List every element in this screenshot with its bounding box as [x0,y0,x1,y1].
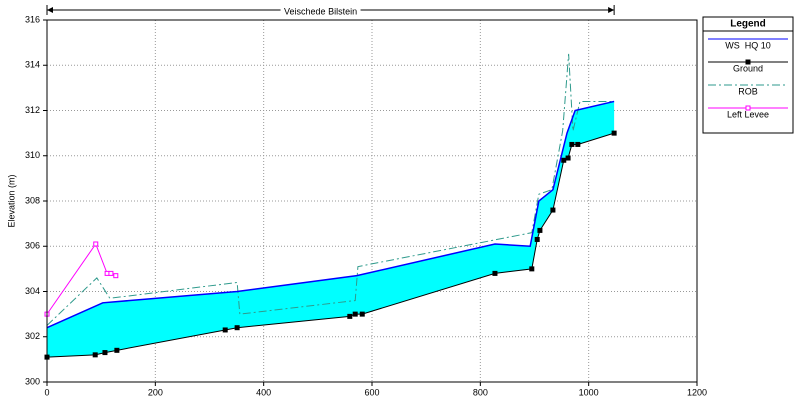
point-marker [534,236,540,242]
point-marker [359,311,365,317]
y-tick-label: 316 [25,14,40,24]
y-tick-label: 306 [25,241,40,251]
y-tick-label: 300 [25,376,40,386]
point-marker [93,241,99,247]
chart-title: Veischede Bilstein [284,6,357,16]
y-axis-title: Elevation (m) [6,174,16,227]
y-tick-label: 308 [25,195,40,205]
y-tick-label: 302 [25,331,40,341]
point-marker [102,350,108,356]
legend-label: WS HQ 10 [725,40,771,50]
x-tick-label: 200 [148,387,163,397]
point-marker [113,273,119,279]
legend-marker [745,59,751,65]
legend-box [702,16,794,134]
water-fill [47,101,615,358]
point-marker [529,266,535,272]
series-line [46,53,615,326]
x-tick-label: 800 [473,387,488,397]
point-marker [561,157,567,163]
x-tick-label: 600 [364,387,379,397]
y-tick-label: 314 [25,60,40,70]
point-marker [222,327,228,333]
point-marker [537,227,543,233]
point-marker [565,155,571,161]
legend-label: Ground [733,63,763,73]
x-tick-label: 1000 [579,387,599,397]
point-marker [347,313,353,319]
title-bg [280,5,361,16]
point-marker [352,311,358,317]
legend-marker [745,105,751,111]
point-marker [114,347,120,353]
point-marker [108,270,114,276]
x-tick-label: 1200 [687,387,707,397]
series-line [46,100,615,329]
legend-label: Left Levee [727,109,769,119]
y-tick-label: 310 [25,150,40,160]
y-tick-label: 312 [25,105,40,115]
x-tick-label: 0 [44,387,49,397]
legend-label: ROB [738,86,758,96]
point-marker [234,325,240,331]
point-marker [550,207,556,213]
point-marker [492,270,498,276]
x-tick-label: 400 [256,387,271,397]
point-marker [569,141,575,147]
y-tick-label: 304 [25,286,40,296]
point-marker [92,352,98,358]
plot-frame [46,19,698,383]
point-marker [611,130,617,136]
legend-title: Legend [730,19,766,30]
point-marker [575,141,581,147]
